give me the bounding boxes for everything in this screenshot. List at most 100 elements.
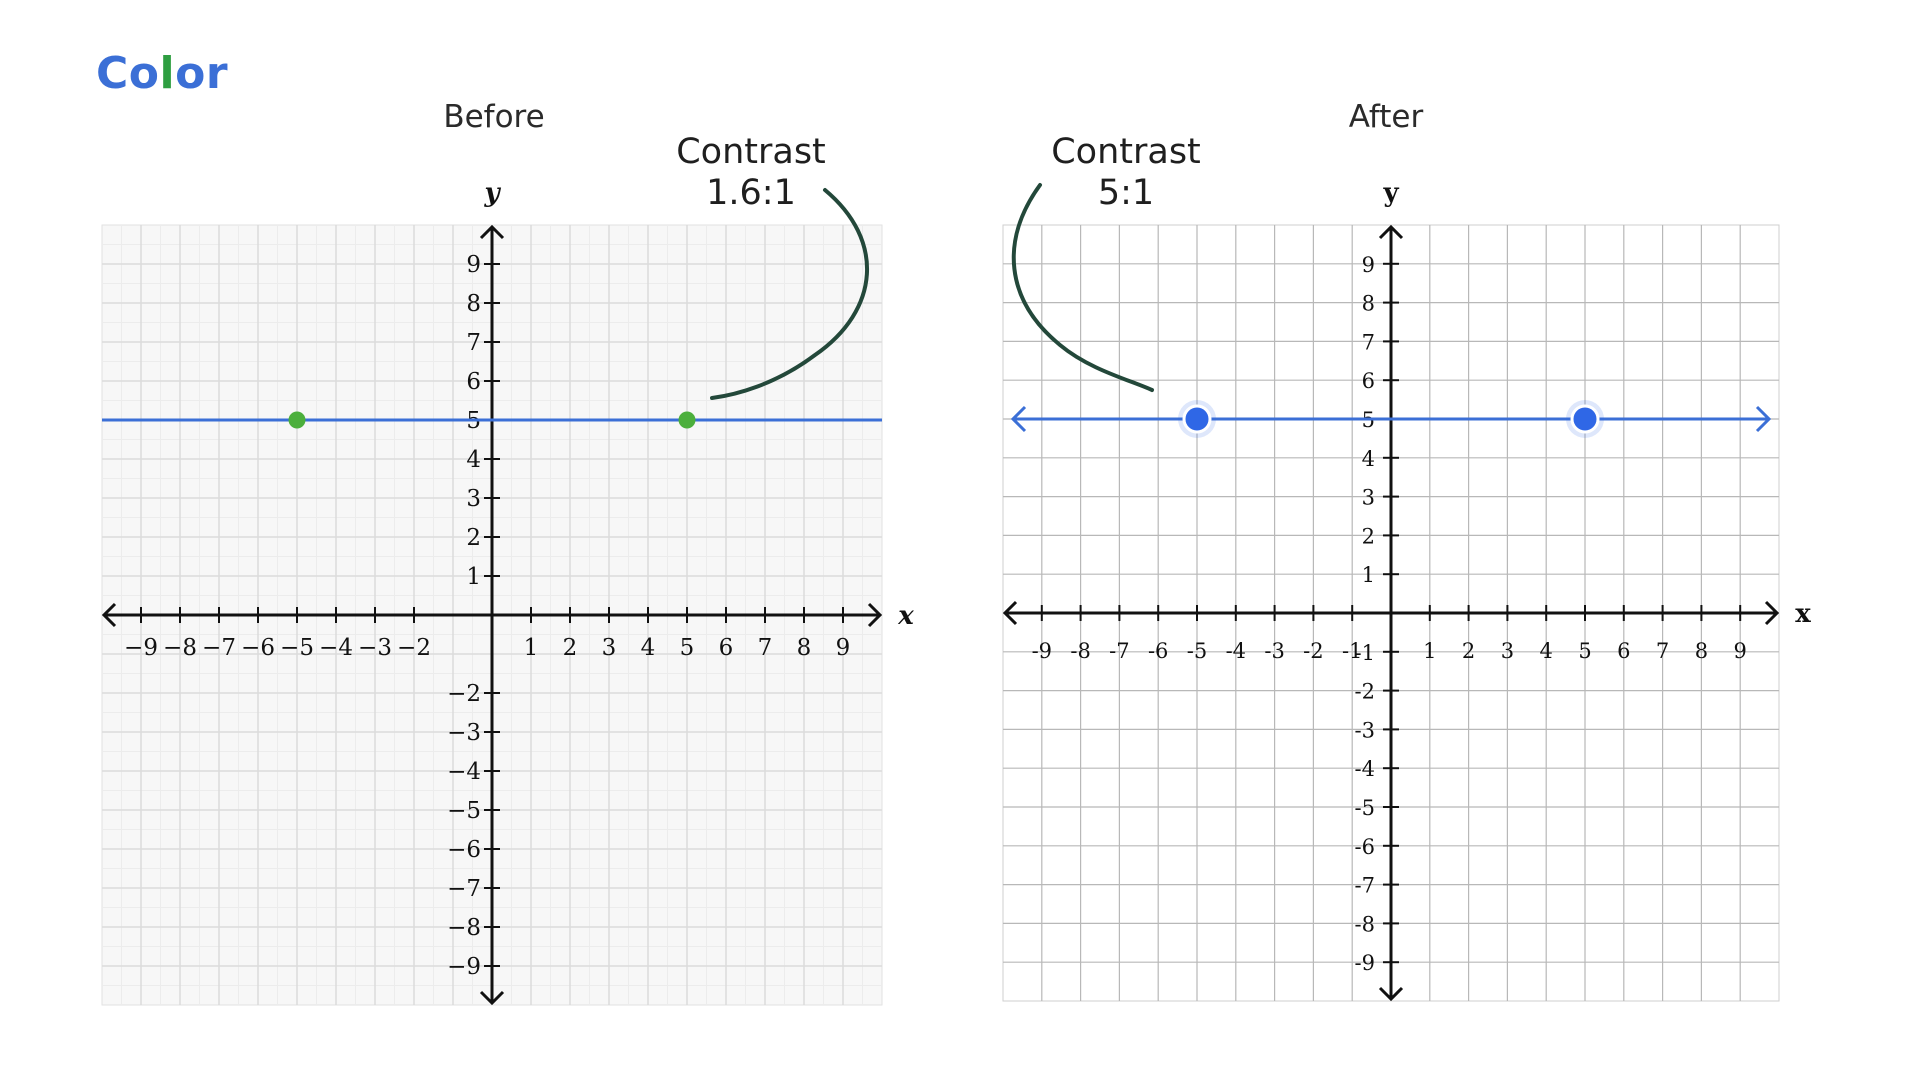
callout-after-line2: 5:1: [1097, 173, 1155, 214]
y-tick-label: 9: [1362, 253, 1375, 277]
callout-curve-before: [710, 188, 869, 400]
y-tick-label: −7: [447, 876, 481, 902]
title-letter: o: [175, 48, 206, 99]
y-axis-label: y: [1382, 178, 1399, 208]
y-axis-arrow-bottom: [479, 990, 505, 1006]
x-tick-label: −8: [163, 635, 197, 661]
x-tick-label: −5: [280, 635, 314, 661]
x-axis-arrow-left: [1002, 600, 1018, 626]
data-point: [288, 411, 306, 429]
y-tick-label: 4: [466, 447, 481, 473]
y-tick-label: -8: [1355, 912, 1375, 936]
y-axis-label: y: [483, 178, 501, 208]
y-tick-label: 8: [1362, 292, 1375, 316]
title-letter: l: [159, 48, 176, 99]
x-tick-label: -1: [1342, 639, 1362, 663]
title-letter: C: [96, 48, 129, 99]
x-tick-label: 1: [524, 635, 539, 661]
x-tick-label: 1: [1423, 639, 1436, 663]
y-tick-label: 9: [466, 252, 481, 278]
x-tick-label: -2: [1303, 639, 1323, 663]
y-tick-label: 2: [466, 525, 481, 551]
data-point: [1570, 404, 1600, 434]
contrast-callout-before: Contrast 1.6:1: [631, 132, 871, 215]
y-tick-label: 3: [466, 486, 481, 512]
y-tick-label: 6: [1362, 369, 1375, 393]
y-axis-arrow-bottom: [1378, 986, 1404, 1002]
x-tick-label: 3: [602, 635, 617, 661]
y-tick-label: −2: [447, 681, 481, 707]
y-tick-label: -9: [1355, 951, 1375, 975]
x-tick-label: -3: [1264, 639, 1284, 663]
y-tick-label: 8: [466, 291, 481, 317]
panel-label-before: Before: [443, 99, 545, 135]
y-tick-label: −8: [447, 915, 481, 941]
y-tick-label: 1: [1362, 563, 1375, 587]
x-tick-label: 3: [1501, 639, 1514, 663]
x-axis-label: x: [1795, 599, 1811, 629]
series-arrow-left: [1010, 405, 1027, 433]
callout-curve-after: [1011, 183, 1154, 392]
x-tick-label: 2: [1462, 639, 1475, 663]
data-point: [1182, 404, 1212, 434]
x-tick-label: 7: [1656, 639, 1669, 663]
x-tick-label: 6: [1617, 639, 1630, 663]
y-tick-label: -2: [1355, 680, 1375, 704]
x-tick-label: −7: [202, 635, 236, 661]
series-arrow-right: [1755, 405, 1772, 433]
x-tick-label: 2: [563, 635, 578, 661]
y-tick-label: −3: [447, 720, 481, 746]
y-tick-label: 1: [466, 564, 481, 590]
x-tick-label: -4: [1226, 639, 1246, 663]
y-tick-label: -1: [1355, 641, 1375, 665]
y-axis-arrow-top: [479, 224, 505, 240]
y-tick-label: −4: [447, 759, 481, 785]
y-axis-arrow-top: [1378, 224, 1404, 240]
x-tick-label: 5: [1578, 639, 1591, 663]
x-axis-label: x: [897, 601, 914, 631]
x-tick-label: 8: [1695, 639, 1708, 663]
callout-after-line1: Contrast: [1051, 132, 1201, 172]
y-tick-label: -4: [1355, 757, 1375, 781]
y-tick-label: −5: [447, 798, 481, 824]
callout-before-line1: Contrast: [676, 132, 826, 172]
x-axis-arrow-right: [1764, 600, 1780, 626]
data-point: [678, 411, 696, 429]
y-tick-label: -6: [1355, 835, 1375, 859]
y-tick-label: −9: [447, 954, 481, 980]
title-letter: o: [128, 48, 160, 99]
x-tick-label: −9: [124, 635, 158, 661]
x-axis-arrow-left: [101, 602, 117, 628]
y-tick-label: 3: [1362, 486, 1375, 510]
contrast-callout-after: Contrast 5:1: [1006, 132, 1246, 215]
x-tick-label: 5: [680, 635, 695, 661]
x-tick-label: −3: [358, 635, 392, 661]
y-tick-label: 7: [466, 330, 481, 356]
x-tick-label: 9: [1734, 639, 1747, 663]
y-tick-label: 2: [1362, 524, 1375, 548]
x-tick-label: 9: [836, 635, 851, 661]
y-tick-label: 4: [1362, 447, 1375, 471]
y-tick-label: -3: [1355, 718, 1375, 742]
slide-title: Color: [96, 52, 228, 96]
x-tick-label: −6: [241, 635, 275, 661]
chart-before: −9−8−7−6−5−4−3−2123456789987654321−2−3−4…: [101, 178, 914, 1006]
x-tick-label: 6: [719, 635, 734, 661]
x-tick-label: -9: [1032, 639, 1052, 663]
y-tick-label: -7: [1355, 874, 1375, 898]
y-tick-label: 6: [466, 369, 481, 395]
x-tick-label: -8: [1070, 639, 1090, 663]
x-tick-label: −4: [319, 635, 353, 661]
x-tick-label: -7: [1109, 639, 1129, 663]
x-tick-label: 4: [1540, 639, 1553, 663]
x-tick-label: 7: [758, 635, 773, 661]
x-tick-label: 4: [641, 635, 656, 661]
y-tick-label: −6: [447, 837, 481, 863]
callout-before-line2: 1.6:1: [706, 173, 796, 214]
y-tick-label: 7: [1362, 330, 1375, 354]
x-axis-arrow-right: [867, 602, 883, 628]
x-tick-label: -5: [1187, 639, 1207, 663]
y-tick-label: -5: [1355, 796, 1375, 820]
